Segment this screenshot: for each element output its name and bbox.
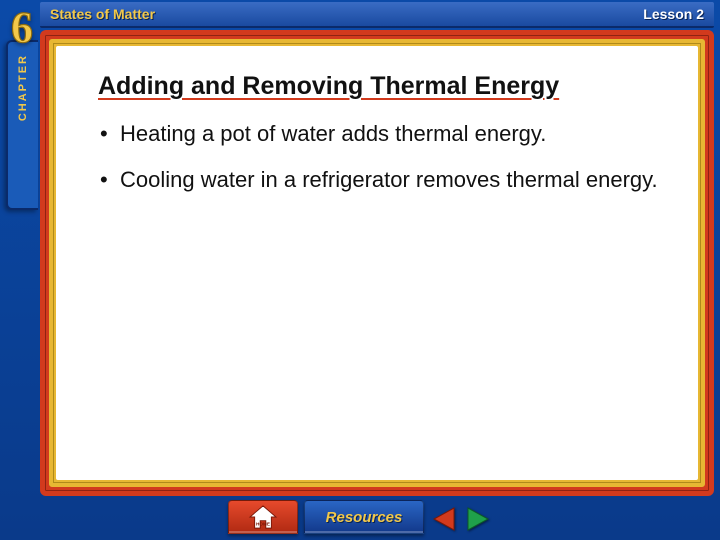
header-bar: States of Matter Lesson 2 xyxy=(40,2,714,28)
prev-button[interactable] xyxy=(430,504,458,534)
home-button[interactable]: HOME xyxy=(228,500,298,534)
gold-frame: Adding and Removing Thermal Energy Heati… xyxy=(49,39,705,487)
chapter-label: CHAPTER xyxy=(17,54,29,121)
arrow-left-icon xyxy=(432,506,456,532)
chapter-tab: CHAPTER xyxy=(6,40,38,210)
slide-heading: Adding and Removing Thermal Energy xyxy=(98,72,660,101)
next-button[interactable] xyxy=(464,504,492,534)
svg-text:6: 6 xyxy=(11,3,33,52)
red-frame: Adding and Removing Thermal Energy Heati… xyxy=(40,30,714,496)
resources-label: Resources xyxy=(326,509,403,526)
arrow-right-icon xyxy=(466,506,490,532)
bullet-list: Heating a pot of water adds thermal ener… xyxy=(98,121,660,194)
footer-nav: HOME Resources xyxy=(0,496,720,540)
resources-button[interactable]: Resources xyxy=(304,500,424,534)
slide-root: CHAPTER 6 States of Matter Lesson 2 Addi… xyxy=(0,0,720,540)
bullet-item: Cooling water in a refrigerator removes … xyxy=(98,167,660,193)
bullet-item: Heating a pot of water adds thermal ener… xyxy=(98,121,660,147)
section-title: States of Matter xyxy=(50,6,155,22)
home-icon: HOME xyxy=(248,504,278,530)
lesson-label: Lesson 2 xyxy=(643,6,704,22)
content-panel: Adding and Removing Thermal Energy Heati… xyxy=(56,46,698,480)
home-label: HOME xyxy=(256,521,270,526)
